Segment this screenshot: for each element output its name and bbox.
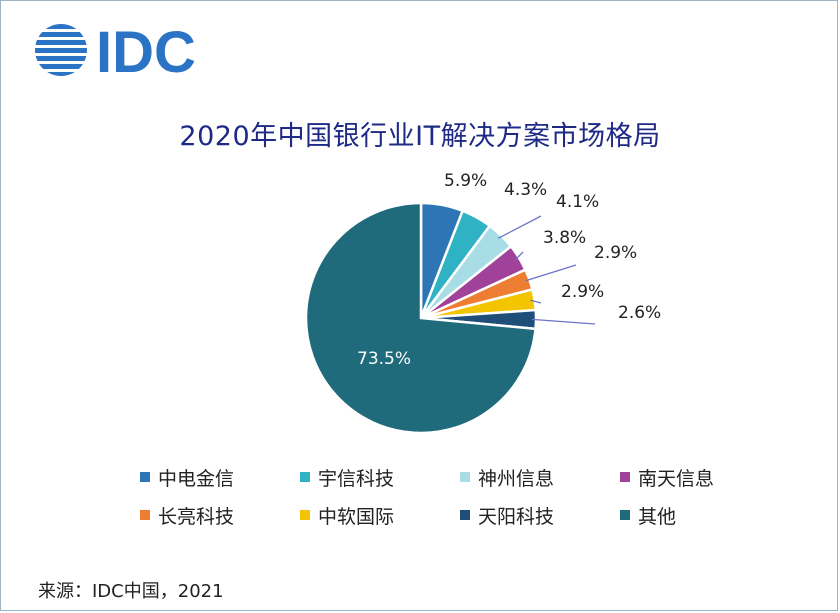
idc-logo: IDC <box>35 22 196 78</box>
legend-item: 南天信息 <box>620 466 760 490</box>
legend-label: 天阳科技 <box>478 505 555 528</box>
legend-label: 中软国际 <box>318 505 395 528</box>
data-label: 2.6% <box>618 303 661 323</box>
data-label: 73.5% <box>357 349 411 369</box>
legend-label: 南天信息 <box>638 467 715 490</box>
chart-title: 2020年中国银行业IT解决方案市场格局 <box>179 121 661 152</box>
logo-text: IDC <box>96 22 196 78</box>
legend-label: 中电金信 <box>158 467 235 490</box>
data-label: 4.1% <box>556 192 599 212</box>
legend-swatch <box>300 510 310 520</box>
legend-label: 其他 <box>638 505 677 528</box>
legend-swatch <box>140 472 150 482</box>
data-label: 2.9% <box>561 282 604 302</box>
legend-item: 其他 <box>620 504 760 528</box>
legend-item: 天阳科技 <box>460 504 620 528</box>
legend-swatch <box>460 472 470 482</box>
legend-label: 宇信科技 <box>318 467 395 490</box>
legend-label: 神州信息 <box>478 467 555 490</box>
legend-swatch <box>140 510 150 520</box>
source-note: 来源：IDC中国，2021 <box>38 581 224 602</box>
legend-item: 中电金信 <box>140 466 300 490</box>
data-label: 4.3% <box>504 180 547 200</box>
leader-line <box>497 215 542 239</box>
leader-line <box>525 264 577 282</box>
leader-line <box>530 299 542 304</box>
data-label: 3.8% <box>543 228 586 248</box>
legend-item: 神州信息 <box>460 466 620 490</box>
leader-line <box>531 318 596 325</box>
legend-item: 长亮科技 <box>140 504 300 528</box>
legend: 中电金信 宇信科技 神州信息 南天信息长亮科技 中软国际 天阳科技 其他 <box>140 466 760 528</box>
data-label: 5.9% <box>444 171 487 191</box>
legend-label: 长亮科技 <box>158 505 235 528</box>
pie-slice <box>304 201 537 435</box>
leader-line <box>514 251 524 261</box>
legend-swatch <box>460 510 470 520</box>
legend-item: 中软国际 <box>300 504 460 528</box>
data-label: 2.9% <box>594 243 637 263</box>
legend-swatch <box>620 510 630 520</box>
legend-item: 宇信科技 <box>300 466 460 490</box>
legend-swatch <box>300 472 310 482</box>
legend-swatch <box>620 472 630 482</box>
